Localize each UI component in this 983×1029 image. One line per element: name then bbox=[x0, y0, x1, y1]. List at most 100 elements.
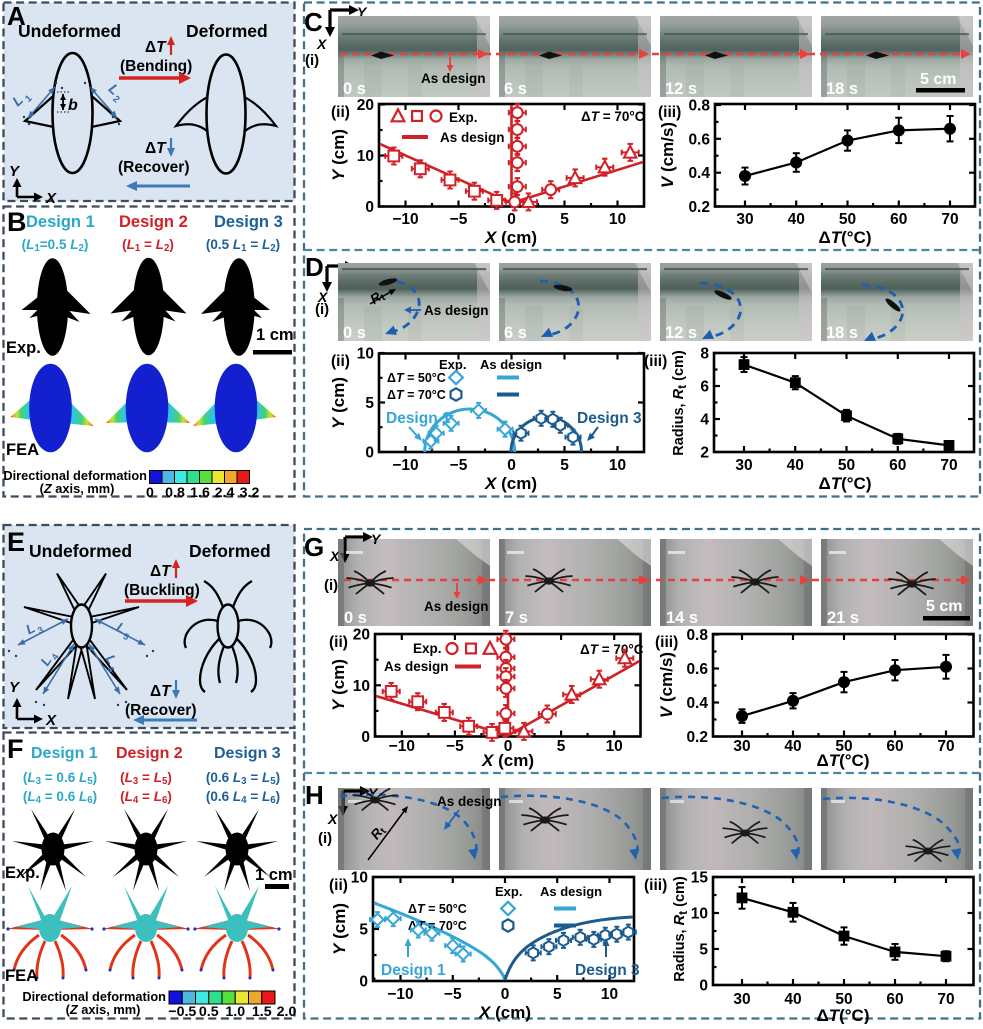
svg-text:0: 0 bbox=[507, 457, 516, 474]
svg-text:Y: Y bbox=[9, 163, 21, 180]
svg-text:ΔT: ΔT bbox=[150, 683, 172, 700]
svg-text:Y: Y bbox=[371, 531, 382, 547]
svg-text:8: 8 bbox=[700, 346, 709, 363]
svg-text:5: 5 bbox=[560, 457, 569, 474]
svg-text:−5: −5 bbox=[444, 986, 462, 1003]
svg-text:0: 0 bbox=[699, 978, 708, 995]
svg-text:3.2: 3.2 bbox=[240, 485, 260, 501]
svg-text:X: X bbox=[45, 190, 57, 207]
svg-text:−10: −10 bbox=[392, 457, 418, 474]
svg-text:0: 0 bbox=[146, 485, 154, 501]
svg-text:2: 2 bbox=[700, 445, 709, 462]
svg-text:FEA: FEA bbox=[5, 967, 38, 985]
svg-text:10: 10 bbox=[691, 906, 708, 923]
svg-text:X (cm): X (cm) bbox=[481, 751, 534, 770]
svg-text:As design: As design bbox=[384, 659, 449, 674]
svg-text:Radius, Rt (cm): Radius, Rt (cm) bbox=[671, 350, 689, 456]
svg-text:As design: As design bbox=[480, 357, 542, 372]
svg-text:ΔT: ΔT bbox=[150, 563, 172, 580]
svg-text:Y (cm): Y (cm) bbox=[329, 377, 348, 429]
svg-text:ΔT = 70°C: ΔT = 70°C bbox=[387, 388, 446, 402]
svg-text:Design 1: Design 1 bbox=[381, 962, 446, 979]
svg-text:5: 5 bbox=[560, 211, 569, 228]
svg-text:(L1=0.5 L2): (L1=0.5 L2) bbox=[22, 237, 89, 254]
svg-text:Exp.: Exp. bbox=[413, 641, 442, 656]
svg-text:(L3 = L5): (L3 = L5) bbox=[120, 770, 172, 787]
svg-text:(ii): (ii) bbox=[329, 877, 348, 894]
svg-text:Y (cm): Y (cm) bbox=[329, 129, 348, 181]
svg-text:2: 2 bbox=[110, 94, 121, 106]
svg-text:X: X bbox=[45, 712, 57, 729]
svg-text:(i): (i) bbox=[318, 830, 332, 847]
svg-text:(i): (i) bbox=[305, 52, 319, 69]
svg-text:(ii): (ii) bbox=[331, 353, 350, 370]
svg-text:(Recover): (Recover) bbox=[118, 159, 190, 176]
svg-text:Undeformed: Undeformed bbox=[18, 21, 121, 41]
svg-text:4: 4 bbox=[700, 412, 709, 429]
svg-text:70: 70 bbox=[940, 457, 957, 474]
svg-text:−5: −5 bbox=[450, 457, 468, 474]
svg-text:ΔT(°C): ΔT(°C) bbox=[816, 1006, 869, 1024]
svg-text:G: G bbox=[304, 532, 324, 562]
svg-text:0: 0 bbox=[504, 738, 513, 755]
svg-text:−10: −10 bbox=[387, 986, 413, 1003]
svg-text:60: 60 bbox=[886, 738, 903, 755]
svg-text:(0.6 L4 = L6): (0.6 L4 = L6) bbox=[206, 789, 280, 806]
svg-text:As design: As design bbox=[540, 884, 602, 899]
svg-text:Y: Y bbox=[357, 4, 368, 20]
svg-text:Deformed: Deformed bbox=[186, 21, 268, 41]
svg-text:30: 30 bbox=[733, 738, 750, 755]
svg-text:5: 5 bbox=[557, 738, 566, 755]
svg-text:70: 70 bbox=[941, 211, 958, 228]
svg-text:40: 40 bbox=[787, 457, 804, 474]
svg-text:ΔT = 50°C: ΔT = 50°C bbox=[408, 902, 467, 916]
svg-text:As design: As design bbox=[421, 71, 486, 86]
svg-text:As design: As design bbox=[424, 599, 489, 614]
svg-text:(iii): (iii) bbox=[658, 104, 681, 121]
svg-text:7 s: 7 s bbox=[505, 609, 528, 627]
svg-text:0: 0 bbox=[365, 199, 374, 216]
svg-text:Exp.: Exp. bbox=[439, 357, 466, 372]
svg-text:Design 2: Design 2 bbox=[119, 213, 188, 231]
svg-text:40: 40 bbox=[788, 211, 805, 228]
svg-text:18 s: 18 s bbox=[826, 324, 858, 342]
svg-text:Design 3: Design 3 bbox=[214, 213, 283, 231]
svg-text:50: 50 bbox=[838, 457, 855, 474]
svg-text:B: B bbox=[7, 207, 27, 237]
svg-text:0 s: 0 s bbox=[343, 80, 366, 98]
svg-text:0: 0 bbox=[359, 974, 368, 991]
svg-text:6: 6 bbox=[105, 665, 116, 675]
svg-text:ΔT = 50°C: ΔT = 50°C bbox=[387, 371, 446, 385]
svg-text:−0.5: −0.5 bbox=[168, 1004, 196, 1020]
svg-text:Exp.: Exp. bbox=[495, 884, 522, 899]
svg-text:14 s: 14 s bbox=[666, 609, 698, 627]
svg-text:(Recover): (Recover) bbox=[125, 702, 197, 719]
svg-text:10: 10 bbox=[353, 678, 370, 695]
svg-text:ΔT: ΔT bbox=[145, 140, 167, 157]
svg-text:ΔT(°C): ΔT(°C) bbox=[816, 751, 869, 770]
svg-text:Directional deformation: Directional deformation bbox=[3, 468, 147, 483]
svg-text:50: 50 bbox=[839, 211, 856, 228]
svg-text:0.2: 0.2 bbox=[688, 199, 710, 216]
svg-text:Y: Y bbox=[9, 679, 21, 696]
svg-text:30: 30 bbox=[735, 457, 752, 474]
svg-text:1.6: 1.6 bbox=[190, 485, 210, 501]
svg-text:(L4 = L6): (L4 = L6) bbox=[120, 789, 172, 806]
svg-text:FEA: FEA bbox=[6, 441, 39, 459]
svg-text:0: 0 bbox=[501, 986, 510, 1003]
svg-text:(L3 = 0.6 L5): (L3 = 0.6 L5) bbox=[23, 770, 97, 787]
svg-text:50: 50 bbox=[835, 738, 852, 755]
svg-text:21 s: 21 s bbox=[827, 609, 859, 627]
svg-text:(0.6 L3 = L5): (0.6 L3 = L5) bbox=[206, 770, 280, 787]
svg-text:10: 10 bbox=[351, 870, 368, 887]
svg-text:Y: Y bbox=[368, 785, 379, 801]
svg-text:X: X bbox=[316, 36, 328, 52]
svg-text:0.8: 0.8 bbox=[688, 97, 710, 114]
svg-text:X (cm): X (cm) bbox=[484, 228, 537, 247]
svg-text:ΔT = 70°C: ΔT = 70°C bbox=[580, 642, 644, 657]
svg-text:(Z axis, mm): (Z axis, mm) bbox=[66, 1002, 141, 1017]
svg-text:5 cm: 5 cm bbox=[920, 71, 956, 88]
svg-text:60: 60 bbox=[889, 457, 906, 474]
svg-text:0.8: 0.8 bbox=[686, 627, 708, 644]
svg-text:10: 10 bbox=[609, 457, 626, 474]
